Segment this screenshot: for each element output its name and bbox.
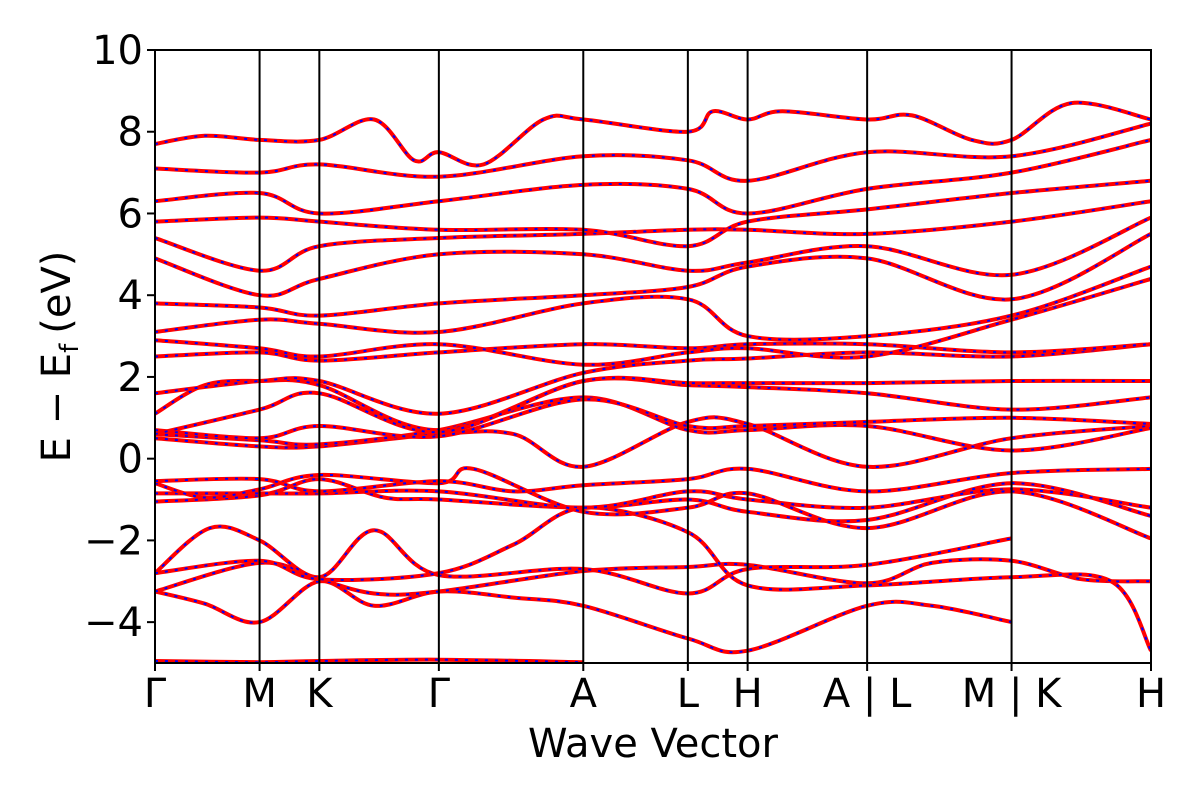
- band-line-dashed-17: [155, 265, 1151, 341]
- x-tick-label: H: [733, 671, 763, 717]
- y-tick-label: 10: [92, 28, 143, 74]
- band-line-dashed-1: [155, 580, 1012, 654]
- band-line-dashed-24: [155, 101, 1151, 167]
- band-line-10: [155, 395, 1151, 453]
- x-tick-label: M: [242, 671, 277, 717]
- band-line-dashed-16: [155, 277, 1151, 366]
- band-line-17: [155, 264, 1151, 342]
- y-axis-label-subscript: f: [55, 343, 85, 353]
- y-axis-ticks: −4 −2 0 2 4 6 8 10: [84, 28, 155, 646]
- x-tick-label: H: [1136, 671, 1166, 717]
- y-tick-label: 2: [118, 355, 143, 401]
- y-axis-label-main: E − E: [34, 353, 80, 463]
- bands-layer: [155, 100, 1151, 663]
- band-line-dashed-22: [155, 138, 1151, 215]
- y-axis-label: E − Ef (eV): [34, 251, 85, 463]
- band-line-dashed-9: [155, 416, 1151, 468]
- band-line-dashed-21: [155, 179, 1151, 248]
- band-line-dashed-0: [155, 658, 584, 663]
- band-line-20: [155, 199, 1151, 273]
- x-tick-label: M | K: [962, 671, 1063, 717]
- y-tick-label: −4: [84, 600, 143, 646]
- kpoint-lines: [258, 50, 1013, 663]
- band-line-22: [155, 137, 1151, 216]
- band-line-5: [155, 477, 1151, 524]
- y-tick-label: 8: [118, 110, 143, 156]
- x-tick-label: L: [677, 671, 700, 717]
- band-line-dashed-6: [155, 488, 1151, 509]
- plot-frame: [154, 49, 1152, 664]
- band-line-13: [155, 375, 1151, 437]
- band-line-dashed-19: [155, 216, 1151, 297]
- band-line-8: [155, 466, 1151, 494]
- y-axis-label-unit: (eV): [34, 251, 80, 334]
- band-line-9: [155, 415, 1151, 469]
- x-tick-label: A | L: [823, 671, 912, 717]
- band-line-dashed-12: [155, 377, 1151, 432]
- x-tick-label: A: [570, 671, 598, 717]
- band-line-0: [155, 657, 584, 663]
- y-tick-label: 6: [118, 191, 143, 237]
- y-tick-label: 0: [118, 437, 143, 483]
- band-line-dashed-18: [155, 232, 1151, 317]
- x-tick-label: Γ: [428, 671, 451, 717]
- y-tick-label: 4: [118, 273, 143, 319]
- band-line-12: [155, 376, 1151, 433]
- band-line-dashed-10: [155, 396, 1151, 452]
- band-line-dashed-23: [155, 122, 1151, 182]
- band-line-14: [155, 342, 1151, 416]
- band-line-15: [155, 341, 1151, 363]
- x-tick-label: Γ: [144, 671, 167, 717]
- x-axis-label: Wave Vector: [528, 721, 779, 767]
- band-line-dashed-11: [155, 398, 1151, 440]
- y-tick-label: −2: [84, 518, 143, 564]
- band-line-21: [155, 178, 1151, 249]
- x-tick-label: K: [306, 671, 334, 717]
